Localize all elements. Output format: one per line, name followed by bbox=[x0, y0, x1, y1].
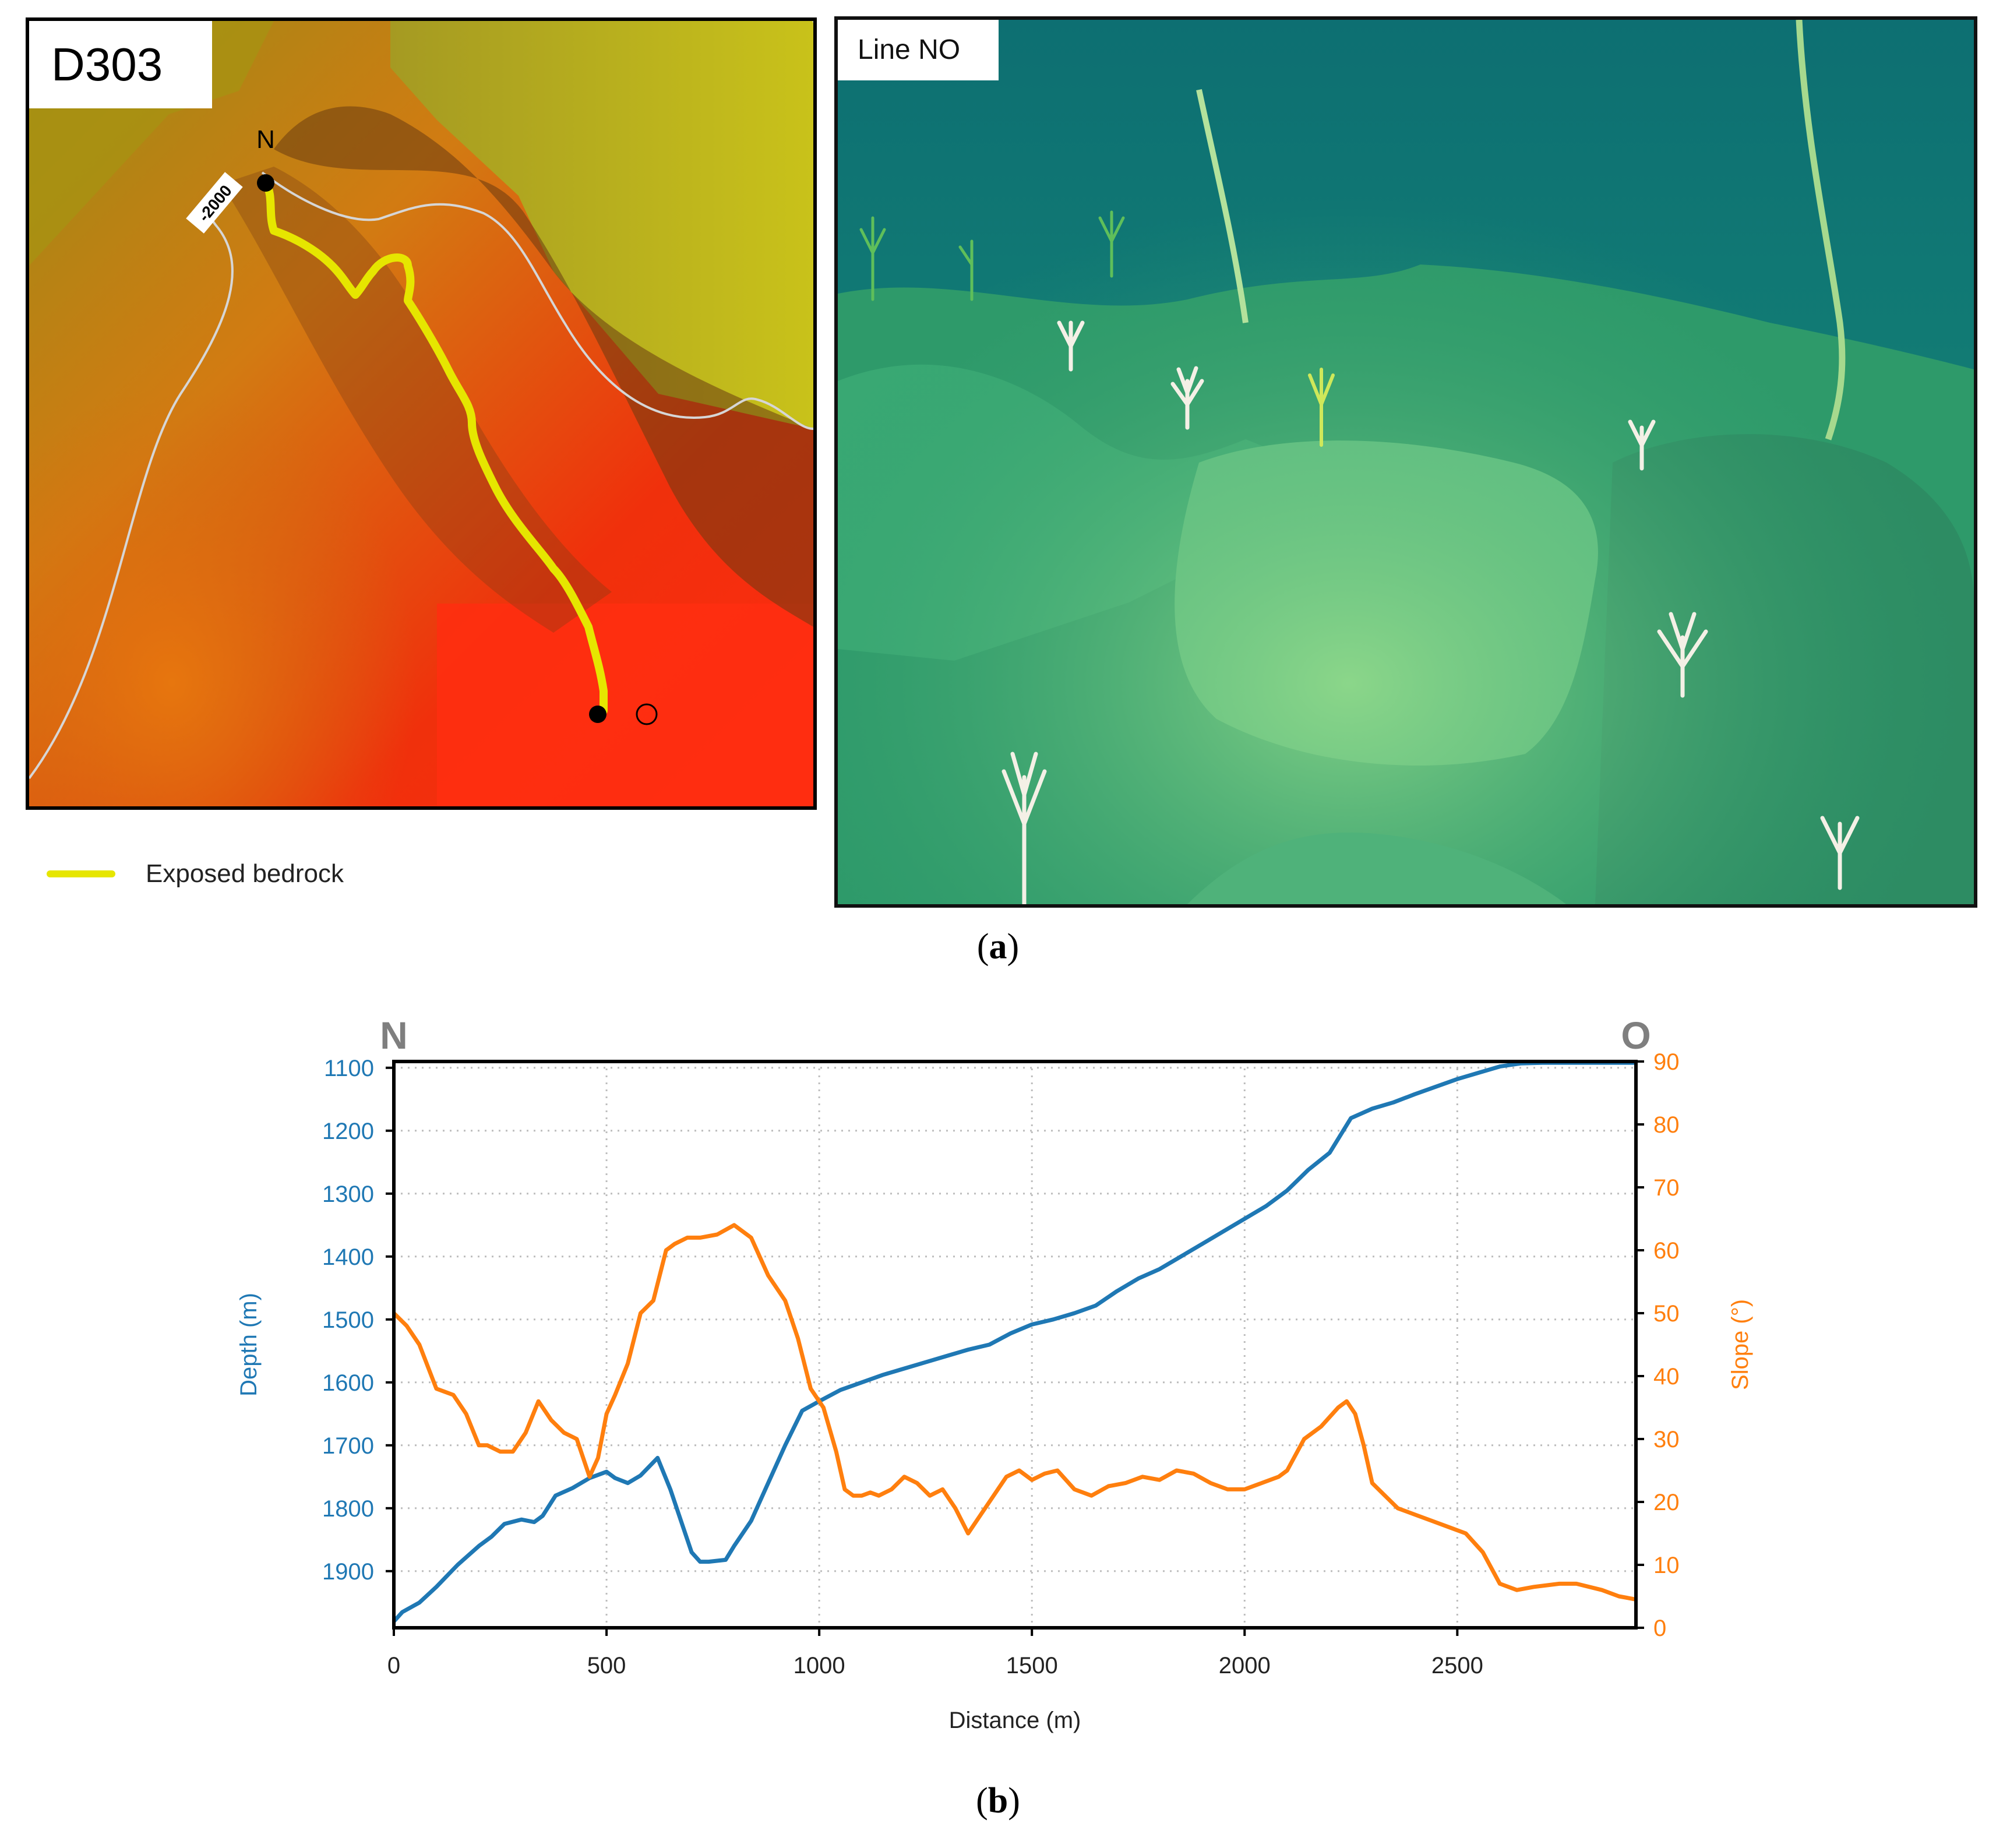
left-tick-label: 1500 bbox=[322, 1307, 374, 1333]
end-point-marker bbox=[589, 706, 606, 723]
right-tick-label: 80 bbox=[1653, 1112, 1680, 1138]
left-tick-label: 1900 bbox=[322, 1559, 374, 1585]
series-line-depth bbox=[392, 1060, 1636, 1623]
start-point-marker bbox=[257, 174, 274, 192]
x-axis-ticks: 0 500 1000 1500 2000 2500 bbox=[387, 1628, 1483, 1678]
left-tick-label: 1400 bbox=[322, 1244, 374, 1270]
photo-location-marker bbox=[636, 703, 658, 725]
caption-a: (a) bbox=[976, 927, 1020, 967]
seafloor-photo-image bbox=[838, 20, 1974, 904]
start-point-label: N bbox=[256, 125, 275, 154]
photo-title: Line NO bbox=[838, 20, 999, 80]
bathymetry-map-image: -2000 N bbox=[29, 21, 813, 806]
left-axis-ticks: 1100 1200 1300 1400 1500 1600 1700 1800 1900 bbox=[322, 1056, 394, 1585]
legend-label-exposed-bedrock: Exposed bedrock bbox=[146, 859, 344, 888]
series-line-slope bbox=[392, 1223, 1637, 1602]
x-tick-label: 1000 bbox=[794, 1653, 845, 1678]
chart-grid bbox=[394, 1061, 1636, 1628]
caption-b: (b) bbox=[976, 1781, 1020, 1821]
left-tick-label: 1600 bbox=[322, 1370, 374, 1396]
left-tick-label: 1800 bbox=[322, 1496, 374, 1522]
x-tick-label: 2000 bbox=[1219, 1653, 1271, 1678]
right-axis-title: Slope (°) bbox=[1727, 1299, 1753, 1390]
map-title: D303 bbox=[29, 21, 212, 108]
left-axis-title: Depth (m) bbox=[236, 1293, 262, 1396]
depth-slope-profile-chart: 1100 1200 1300 1400 1500 1600 1700 1800 1900 0 10… bbox=[236, 1014, 1753, 1733]
chart-corner-label-end: O bbox=[1621, 1014, 1651, 1057]
x-tick-label: 0 bbox=[387, 1653, 400, 1678]
seafloor-photo: Line NO bbox=[834, 16, 1977, 908]
right-tick-label: 10 bbox=[1653, 1553, 1680, 1578]
right-tick-label: 40 bbox=[1653, 1364, 1680, 1389]
right-tick-label: 0 bbox=[1653, 1616, 1666, 1641]
left-tick-label: 1200 bbox=[322, 1119, 374, 1144]
coral-colonies bbox=[1001, 320, 1860, 904]
bathymetry-map: -2000 N D303 bbox=[26, 17, 817, 810]
x-tick-label: 1500 bbox=[1006, 1653, 1058, 1678]
chart-corner-label-start: N bbox=[380, 1014, 408, 1057]
x-axis-title: Distance (m) bbox=[949, 1708, 1081, 1733]
right-axis-ticks: 0 10 20 30 40 50 60 70 80 90 bbox=[1636, 1049, 1680, 1641]
plot-frame bbox=[392, 1060, 1638, 1630]
right-tick-label: 70 bbox=[1653, 1175, 1680, 1201]
right-tick-label: 50 bbox=[1653, 1301, 1680, 1327]
left-tick-label: 1100 bbox=[324, 1056, 374, 1081]
x-tick-label: 500 bbox=[587, 1653, 626, 1678]
right-tick-label: 30 bbox=[1653, 1427, 1680, 1452]
left-tick-label: 1300 bbox=[322, 1182, 374, 1207]
left-tick-label: 1700 bbox=[322, 1433, 374, 1459]
exposed-bedrock-track bbox=[262, 179, 608, 715]
x-tick-label: 2500 bbox=[1431, 1653, 1483, 1678]
right-tick-label: 60 bbox=[1653, 1238, 1680, 1264]
legend-swatch-exposed-bedrock bbox=[47, 870, 115, 877]
right-tick-label: 90 bbox=[1653, 1049, 1680, 1075]
right-tick-label: 20 bbox=[1653, 1490, 1680, 1515]
